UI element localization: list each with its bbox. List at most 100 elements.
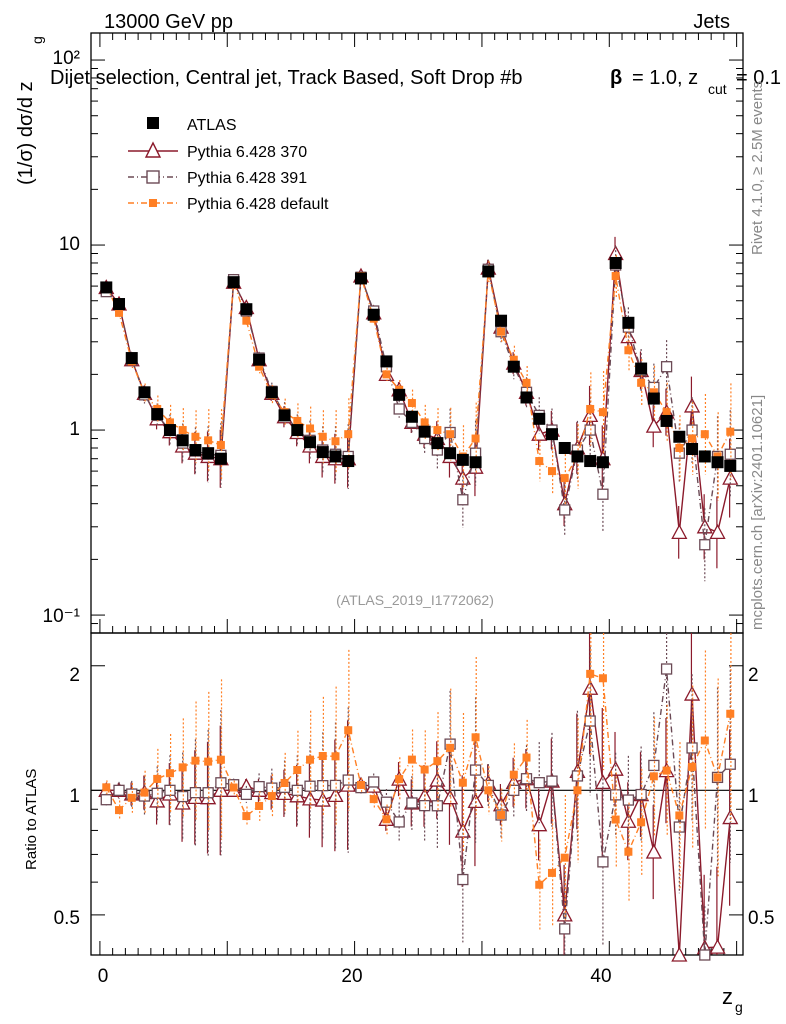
point-top-mcdef [446,430,455,439]
ratio-tick-label-0: 0.5 [54,908,80,929]
point-top-atlas [367,308,380,321]
top-y-axis-label-main: (1/σ) dσ/d z [15,81,37,185]
point-top-atlas [584,455,597,468]
point-ratio-mc391 [559,923,571,935]
beta-text: = 1.0, z [632,67,698,89]
point-top-mcdef [675,443,684,452]
point-top-atlas [100,281,113,294]
side-label-top: Rivet 4.1.0, ≥ 2.5M events [749,81,766,255]
point-ratio-mcdef [293,765,302,774]
point-top-mcdef [611,272,620,281]
point-ratio-mc391 [164,784,176,796]
point-ratio-mcdef [242,812,251,821]
point-ratio-mcdef [115,806,124,815]
point-top-atlas [393,388,406,401]
analysis-id: (ATLAS_2019_I1772062) [336,592,494,608]
point-top-mc391 [699,539,711,551]
point-ratio-mcdef [191,756,200,765]
point-ratio-mcdef [560,853,569,862]
point-ratio-mcdef [522,753,531,762]
point-top-atlas [227,276,240,289]
point-ratio-mc370 [709,938,726,954]
point-top-atlas [304,436,317,449]
point-ratio-mcdef [547,868,556,877]
legend-marker-370 [144,141,162,158]
point-ratio-mcdef [535,880,544,889]
top-y-axis-label-sub: g [29,36,45,44]
point-top-atlas [711,456,724,469]
point-ratio-mc391 [584,715,596,727]
point-ratio-mcdef [713,773,722,782]
point-top-mcdef [726,427,735,436]
point-ratio-mcdef [649,772,658,781]
point-top-mcdef [165,418,174,427]
ratio-tick-label-2-right: 2 [748,665,759,686]
point-ratio-mc391 [660,663,673,675]
x-tick-label-2: 40 [590,966,611,987]
point-ratio-mc370 [442,789,459,805]
point-ratio-mcdef [407,755,416,764]
point-top-atlas [151,408,164,421]
point-top-mcdef [331,437,340,446]
x-tick-label-0: 0 [98,966,109,987]
point-ratio-mc391 [508,784,520,796]
legend-label-370: Pythia 6.428 370 [187,144,307,161]
point-top-mcdef [700,430,709,439]
point-ratio-mc391 [622,794,635,806]
point-top-atlas [596,456,609,469]
point-ratio-mcdef [458,778,467,787]
point-top-mc391 [559,504,571,516]
point-ratio-mcdef [204,757,213,766]
point-top-atlas [609,256,622,269]
legend-label-default: Pythia 6.428 default [187,196,329,213]
point-top-mcdef [649,388,658,397]
point-ratio-mcdef [165,769,174,778]
point-ratio-mc391 [113,784,125,796]
point-top-atlas [469,456,482,469]
point-top-mcdef [255,362,264,371]
point-top-mcdef [471,434,480,443]
point-top-atlas [558,441,571,454]
top-tick-label-3: 10² [53,48,80,69]
line-top-mc391 [105,264,731,545]
ratio-tick-label-1: 1 [69,786,80,807]
point-ratio-mcdef [420,765,429,774]
point-ratio-mcdef [153,774,162,783]
point-ratio-mc391 [151,787,163,799]
point-top-atlas [545,428,558,441]
point-ratio-mcdef [446,743,455,752]
point-top-atlas [265,386,278,399]
point-top-mc391 [686,424,698,436]
x-axis-label-sub: g [735,999,743,1015]
point-ratio-mcdef [356,780,365,789]
point-top-mc391 [584,424,596,436]
point-top-mcdef [624,346,633,355]
point-ratio-mc391 [253,780,265,793]
point-top-atlas [189,444,202,457]
point-top-mc391 [457,494,469,506]
top-y-axis-label: (1/σ) dσ/d z [15,81,37,185]
legend-label-391: Pythia 6.428 391 [187,170,307,187]
point-top-mcdef [293,416,302,425]
point-ratio-mc391 [571,770,584,782]
point-top-atlas [698,450,711,463]
point-ratio-mc391 [686,742,698,754]
point-ratio-mcdef [471,733,480,742]
point-ratio-mc391 [673,821,685,833]
point-ratio-mcdef [395,775,404,784]
point-ratio-mc391 [635,788,647,801]
legend: ATLAS Pythia 6.428 370 Pythia 6.428 391 … [128,117,329,213]
point-top-mc370 [671,523,688,539]
point-ratio-mcdef [433,757,442,766]
point-ratio-mc391 [177,790,189,803]
point-top-mc391 [724,448,736,460]
point-top-mcdef [344,430,353,439]
point-top-atlas [533,412,546,425]
point-ratio-mc391 [648,759,660,772]
point-ratio-mc391 [368,776,380,788]
point-top-mc391 [393,403,405,415]
side-label-bottom: mcplots.cern.ch [arXiv:2401.10621] [749,395,766,630]
point-top-mcdef [318,432,327,441]
legend-marker-391 [146,170,160,184]
point-top-atlas [329,450,342,463]
